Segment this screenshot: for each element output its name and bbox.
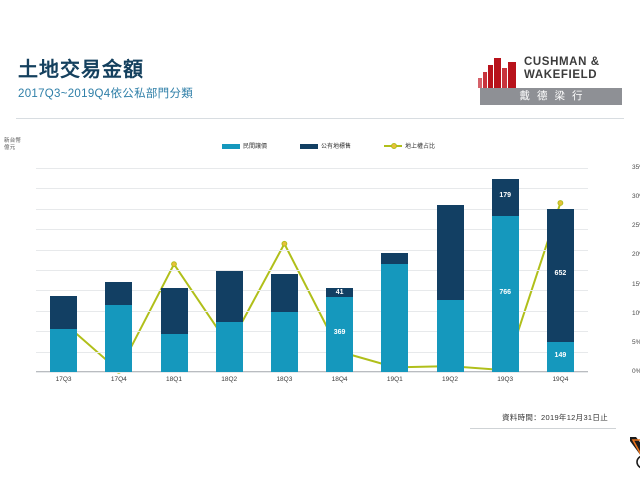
ratio-line-marker[interactable] xyxy=(171,261,177,268)
y2-axis-tick: 35% xyxy=(632,164,640,171)
bar-segment-private[interactable] xyxy=(105,304,133,372)
y2-axis-tick: 5% xyxy=(632,338,640,346)
legend-item-public[interactable]: 公有地標售 xyxy=(300,142,351,152)
bar-segment-public[interactable]: 652 xyxy=(546,208,574,342)
building-icon xyxy=(478,58,518,88)
ratio-line-marker[interactable] xyxy=(557,200,564,206)
legend-swatch-public xyxy=(300,143,318,149)
y2-axis-tick: 30% xyxy=(632,193,640,201)
bar-value-label: 149 xyxy=(554,351,567,359)
bar-column[interactable] xyxy=(436,204,464,372)
bar-value-label: 41 xyxy=(335,289,344,297)
x-axis-tick: 17Q3 xyxy=(55,376,72,383)
bar-segment-private[interactable]: 149 xyxy=(546,341,574,372)
legend-label-public: 公有地標售 xyxy=(321,144,352,150)
header-divider xyxy=(16,118,624,119)
logo-brand-line1: CUSHMAN & xyxy=(524,56,600,68)
bar-segment-public[interactable] xyxy=(215,271,243,323)
legend-item-private[interactable]: 民間讓價 xyxy=(222,142,267,152)
logo-brand-cn: 戴德梁行 xyxy=(480,88,622,105)
ratio-line-marker[interactable] xyxy=(281,240,288,247)
gridline xyxy=(36,188,588,190)
x-axis-tick: 18Q4 xyxy=(331,376,348,383)
x-axis-tick: 19Q4 xyxy=(552,376,569,383)
x-axis-tick: 18Q3 xyxy=(276,376,293,383)
cushman-wakefield-logo: CUSHMAN & WAKEFIELD 戴德梁行 xyxy=(478,56,624,114)
source-note: 資料時間：2019年12月31日止 xyxy=(502,413,608,422)
x-axis-tick: 19Q3 xyxy=(497,376,514,383)
footer-divider xyxy=(470,428,616,429)
bar-segment-private[interactable] xyxy=(270,311,298,372)
logo-brand-en: CUSHMAN & WAKEFIELD xyxy=(524,56,600,82)
y2-axis-tick: 20% xyxy=(632,251,640,259)
bar-value-label: 179 xyxy=(499,192,512,200)
bar-column[interactable] xyxy=(160,288,188,372)
bar-segment-public[interactable] xyxy=(436,204,464,300)
bar-column[interactable] xyxy=(215,271,243,372)
y2-axis-tick: 10% xyxy=(632,309,640,317)
ratio-line-path xyxy=(62,202,562,373)
legend-swatch-ratio xyxy=(384,143,402,150)
bar-value-label: 766 xyxy=(499,288,512,296)
bar-segment-public[interactable] xyxy=(381,252,409,264)
chart-area: 新台幣 億元 民間讓價 公有地標售 地上權占比 0100200300400500… xyxy=(0,134,640,394)
legend-swatch-private xyxy=(222,143,240,149)
x-axis-tick: 18Q2 xyxy=(221,376,238,383)
gridline xyxy=(36,249,588,251)
plot-region: 010020030040050060070080090010000%5%10%1… xyxy=(36,164,640,383)
bar-column[interactable] xyxy=(381,252,409,372)
gridline xyxy=(36,229,588,231)
bar-segment-private[interactable] xyxy=(215,322,243,372)
x-axis-tick: 17Q4 xyxy=(110,376,127,383)
x-axis-tick: 18Q1 xyxy=(166,376,182,383)
gridline xyxy=(36,372,588,373)
bar-segment-public[interactable] xyxy=(50,295,78,330)
bar-value-label: 369 xyxy=(333,329,346,337)
legend-label-private: 民間讓價 xyxy=(243,144,268,150)
slide-header: 土地交易金額 2017Q3~2019Q4依公私部門分類 CUSHMAN & WA… xyxy=(0,52,640,124)
bar-segment-public[interactable]: 41 xyxy=(326,288,354,297)
bar-segment-private[interactable] xyxy=(160,334,188,372)
bar-value-label: 652 xyxy=(554,270,567,278)
legend-label-ratio: 地上權占比 xyxy=(405,144,436,150)
gridline xyxy=(36,270,588,271)
x-axis-line xyxy=(36,371,588,372)
gridline xyxy=(36,168,588,169)
bar-segment-public[interactable] xyxy=(270,274,298,312)
bar-segment-private[interactable]: 369 xyxy=(326,296,354,372)
bar-segment-private[interactable] xyxy=(381,263,409,372)
y2-axis-tick: 25% xyxy=(632,222,640,230)
gridline xyxy=(36,290,588,292)
legend-item-ratio[interactable]: 地上權占比 xyxy=(384,142,435,152)
gridline xyxy=(36,331,588,333)
y2-axis-tick: 0% xyxy=(632,368,640,375)
bar-column[interactable] xyxy=(105,282,133,372)
gridline xyxy=(36,310,588,312)
bar-segment-private[interactable] xyxy=(50,329,78,372)
y-axis-unit-line2: 億元 xyxy=(4,145,16,151)
page-subtitle: 2017Q3~2019Q4依公私部門分類 xyxy=(18,88,194,100)
bar-segment-private[interactable]: 766 xyxy=(491,215,519,372)
mygonews-fox-icon: GO xyxy=(630,437,640,469)
bar-segment-private[interactable] xyxy=(436,299,464,372)
bar-segment-public[interactable] xyxy=(160,288,188,335)
bar-segment-public[interactable]: 179 xyxy=(491,179,519,216)
logo-brand-line2: WAKEFIELD xyxy=(524,69,598,81)
bar-column[interactable]: 149 652 xyxy=(546,208,574,372)
y-axis-unit-label: 新台幣 億元 xyxy=(4,138,21,152)
gridline xyxy=(36,208,588,210)
x-axis-tick: 19Q2 xyxy=(442,376,458,383)
bar-column[interactable]: 766 179 xyxy=(491,179,519,372)
bar-segment-public[interactable] xyxy=(105,282,133,305)
y-axis-unit-line1: 新台幣 xyxy=(4,138,22,144)
gridline xyxy=(36,351,588,353)
y2-axis-tick: 15% xyxy=(632,280,640,288)
bar-column[interactable]: 369 41 xyxy=(326,288,354,372)
page-title: 土地交易金額 xyxy=(18,59,144,81)
x-axis-tick: 19Q1 xyxy=(386,376,403,383)
bar-column[interactable] xyxy=(50,295,78,372)
bar-column[interactable] xyxy=(270,274,298,372)
